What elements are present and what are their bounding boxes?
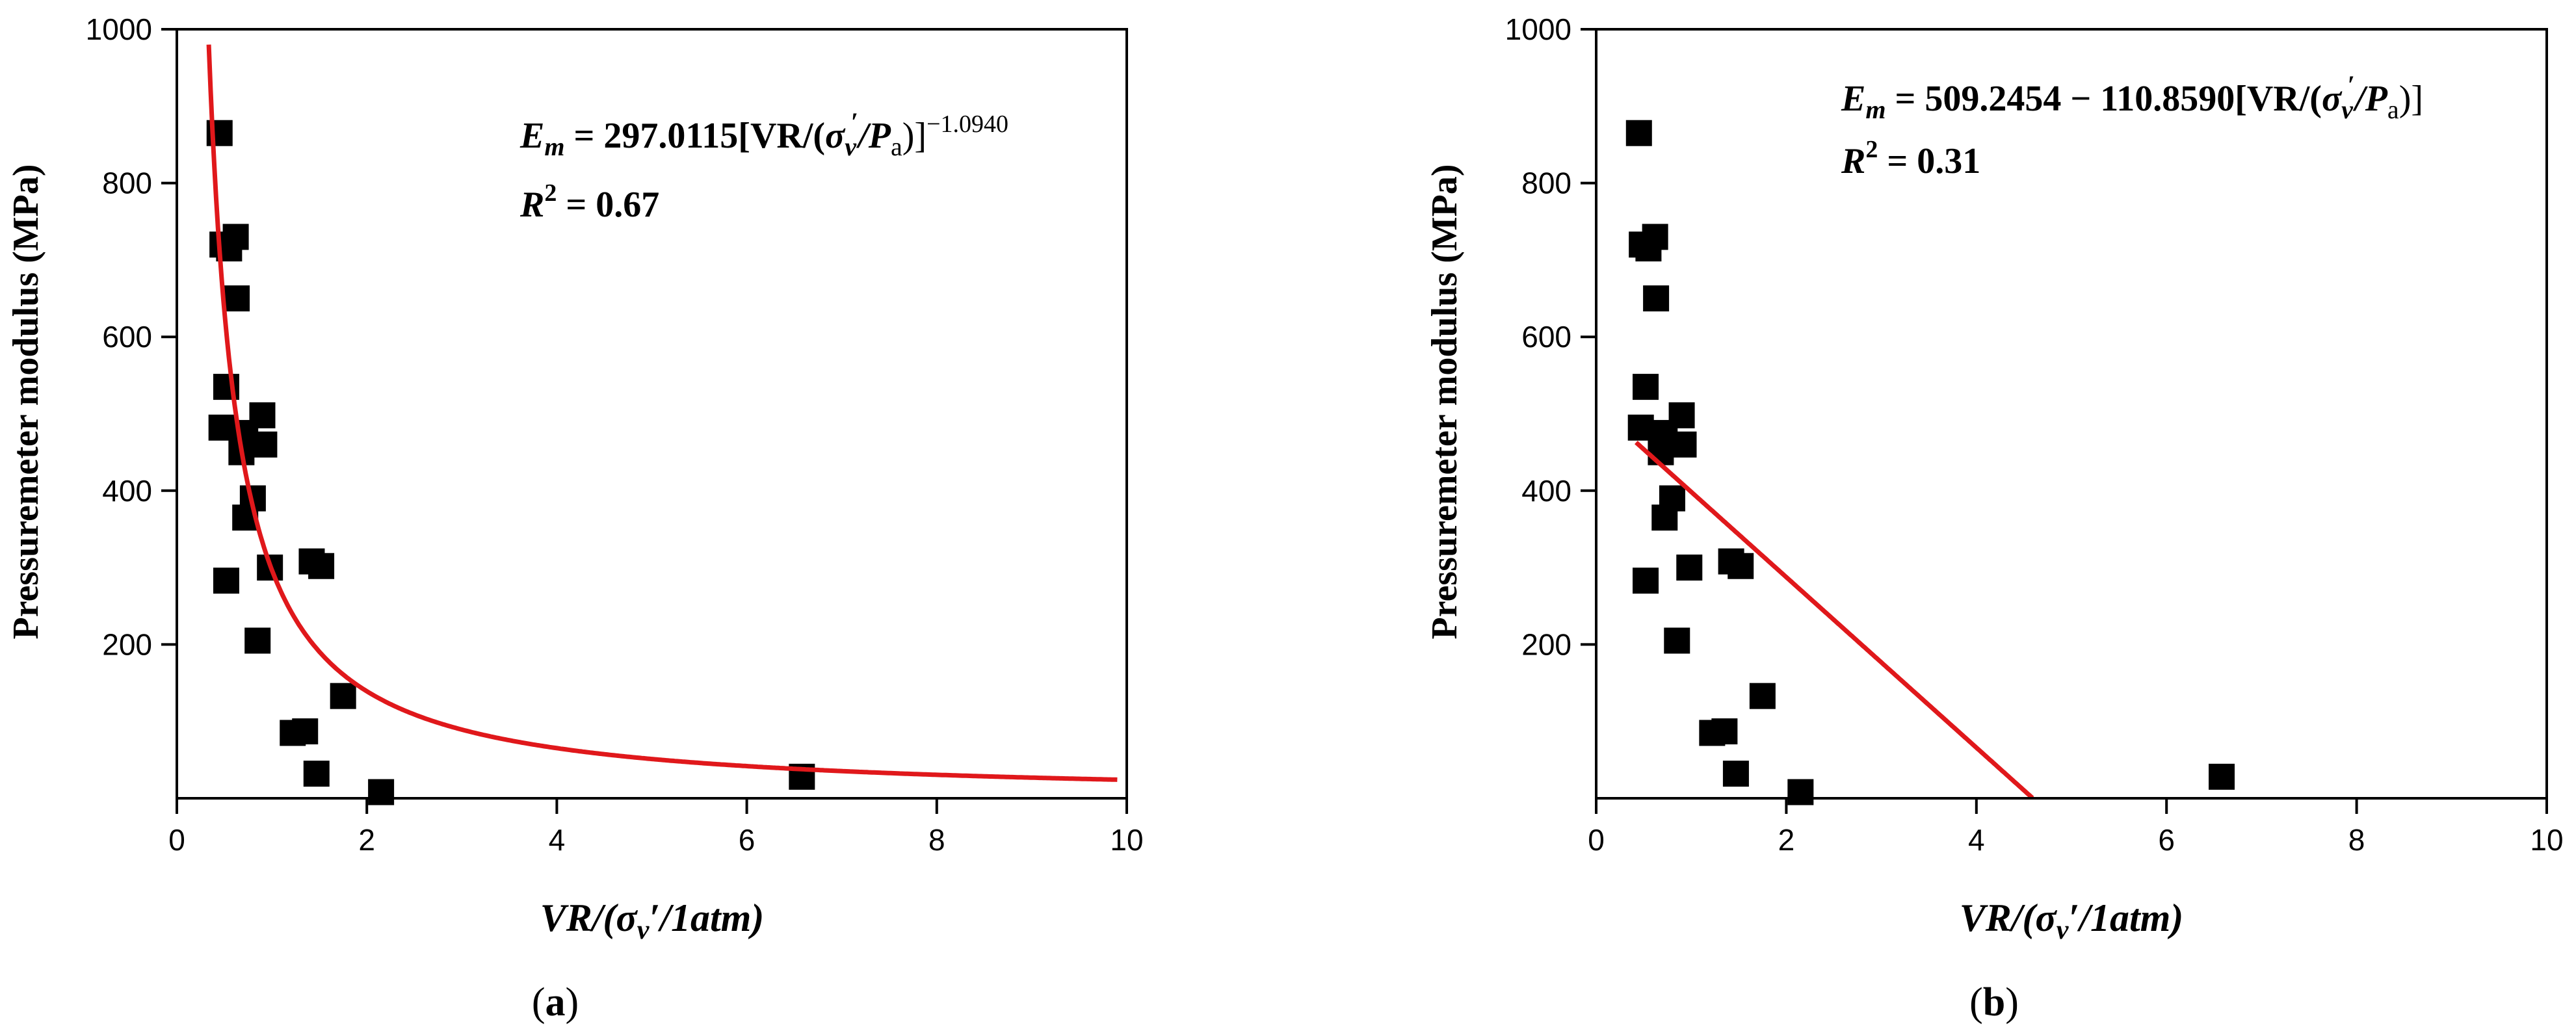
panel-a-x-ticks: 0 2 4 6 8 10 <box>168 798 1144 857</box>
panel-b-label: (b) <box>1969 980 2019 1024</box>
panel-b-y-tick-label: 800 <box>1521 166 1571 200</box>
panel-a-data-point-23 <box>368 779 395 805</box>
panel-b-data-point-21 <box>1711 718 1738 745</box>
panel-a-y-ticks: 200 400 600 800 1000 <box>86 12 177 661</box>
panel-a-data-point-18 <box>244 627 271 654</box>
panel-b-data-point-5 <box>1643 285 1670 312</box>
panel-a: 200 400 600 800 1000 0 2 4 6 8 10 Em = 2… <box>6 12 1144 1024</box>
panel-a-data-point-4 <box>222 224 249 250</box>
panel-a-data-point-17 <box>308 553 335 579</box>
panel-b-data-point-23 <box>1787 779 1814 805</box>
panel-b-plot-frame <box>1595 28 2548 800</box>
panel-a-data-point-11 <box>251 431 278 458</box>
panel-b-x-tick-label: 2 <box>1778 823 1795 857</box>
panel-b-data-point-9 <box>1648 439 1674 465</box>
panel-a-data-point-21 <box>292 718 319 745</box>
panel-a-y-tick-label: 200 <box>102 627 152 661</box>
panel-a-x-tick-label: 2 <box>358 823 375 857</box>
panel-b-data-point-1 <box>1625 120 1652 146</box>
panel-b-x-tick-label: 8 <box>2348 823 2365 857</box>
panel-a-data-point-10 <box>249 402 276 428</box>
panel-b-y-ticks: 200 400 600 800 1000 <box>1505 12 1596 661</box>
panel-b-y-tick-label: 200 <box>1521 627 1571 661</box>
panel-a-equation: Em = 297.0115[VR/(σv′/Pa)]−1.0940 <box>519 107 1008 161</box>
panel-b-data-point-13 <box>1651 504 1678 531</box>
panel-a-y-tick-label: 1000 <box>86 12 152 46</box>
panel-a-data-point-19 <box>330 683 356 709</box>
panel-b-y-tick-label: 1000 <box>1505 12 1571 46</box>
panel-b-r-squared: R2 = 0.31 <box>1841 136 1980 181</box>
panel-b-y-axis-title: Pressuremeter modulus (MPa) <box>1425 164 1465 640</box>
panel-b-data-point-15 <box>1676 555 1703 581</box>
panel-a-data-point-7 <box>208 414 235 441</box>
panel-a-r-squared: R2 = 0.67 <box>519 179 659 225</box>
panel-a-x-tick-label: 0 <box>168 823 185 857</box>
panel-a-x-tick-label: 10 <box>1110 823 1143 857</box>
panel-a-x-tick-label: 8 <box>928 823 945 857</box>
panel-b-equation: Em = 509.2454 − 110.8590[VR/(σv′/Pa)] <box>1841 70 2423 124</box>
panel-b: 200 400 600 800 1000 0 2 4 6 8 10 Em = 5… <box>1425 12 2564 1024</box>
panel-a-data-points <box>206 120 815 805</box>
panel-b-data-point-4 <box>1642 224 1668 250</box>
panel-b-x-ticks: 0 2 4 6 8 10 <box>1588 798 2564 857</box>
panel-a-power-fit-curve <box>206 44 1118 782</box>
panel-b-y-tick-label: 400 <box>1521 474 1571 508</box>
panel-a-x-axis-title: VR/(σv′/1atm) <box>540 896 765 945</box>
panel-b-data-point-18 <box>1664 627 1690 654</box>
panel-b-x-tick-label: 0 <box>1588 823 1605 857</box>
panel-b-x-tick-label: 6 <box>2158 823 2175 857</box>
panel-b-data-point-7 <box>1627 414 1654 441</box>
panel-b-data-point-6 <box>1633 374 1659 400</box>
panel-a-y-tick-label: 400 <box>102 474 152 508</box>
panel-b-linear-fit-line <box>1635 441 2034 800</box>
panel-a-x-tick-label: 6 <box>739 823 756 857</box>
panel-b-data-points <box>1625 120 2235 805</box>
panel-b-data-point-11 <box>1670 431 1697 458</box>
panel-a-y-tick-label: 800 <box>102 166 152 200</box>
panel-a-x-tick-label: 4 <box>549 823 566 857</box>
panel-b-data-point-19 <box>1749 683 1776 709</box>
panel-a-y-axis-title: Pressuremeter modulus (MPa) <box>6 164 46 640</box>
panel-a-plot-frame <box>176 28 1128 800</box>
panel-b-x-tick-label: 10 <box>2530 823 2563 857</box>
panel-b-x-tick-label: 4 <box>1968 823 1985 857</box>
panel-a-data-point-22 <box>303 761 330 787</box>
panel-b-data-point-22 <box>1722 761 1749 787</box>
panel-a-label: (a) <box>532 980 579 1024</box>
panel-b-y-tick-label: 600 <box>1521 320 1571 354</box>
panel-a-y-tick-label: 600 <box>102 320 152 354</box>
panel-b-data-point-17 <box>1728 553 1754 579</box>
panel-b-data-point-24 <box>2208 763 2235 790</box>
panel-a-data-point-14 <box>213 568 239 594</box>
panel-b-x-axis-title: VR/(σv′/1atm) <box>1960 896 2184 945</box>
panel-a-data-point-5 <box>224 285 250 312</box>
panel-b-data-point-14 <box>1633 568 1659 594</box>
panel-b-data-point-10 <box>1668 402 1695 428</box>
